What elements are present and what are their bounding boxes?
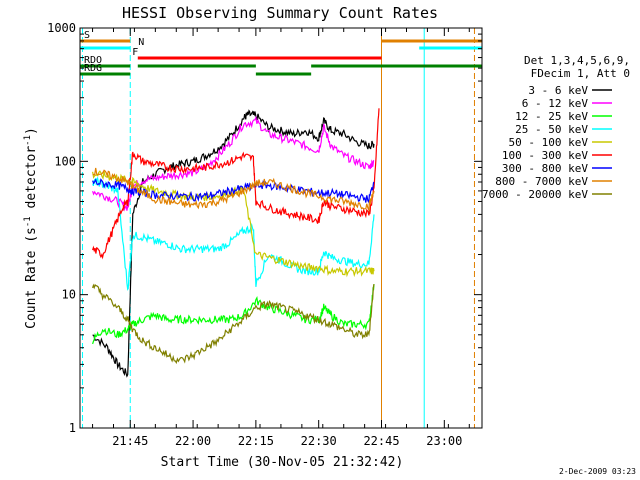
- legend: Det 1,3,4,5,6,9, FDecim 1, Att 0 3 - 6 k…: [482, 54, 630, 201]
- x-axis-label: Start Time (30-Nov-05 21:32:42): [161, 455, 404, 470]
- chart-title: HESSI Observing Summary Count Rates: [122, 4, 438, 22]
- series-line: [92, 283, 375, 365]
- timestamp: 2-Dec-2009 03:23: [559, 467, 636, 476]
- y-axis-label-part1: Count Rate (s: [24, 227, 39, 329]
- y-axis-label: Count Rate (s-1 detector-1): [23, 127, 39, 329]
- x-tick-label: 21:45: [112, 434, 148, 448]
- y-axis-label-part2: detector: [24, 146, 39, 217]
- legend-label: 300 - 800 keV: [502, 162, 588, 175]
- y-axis-label-sup2: -1: [23, 135, 33, 146]
- x-tick-label: 22:00: [175, 434, 211, 448]
- flag-label: N: [138, 37, 144, 48]
- x-tick-label: 23:00: [426, 434, 462, 448]
- y-tick-label: 100: [54, 154, 76, 168]
- legend-label: 800 - 7000 keV: [495, 175, 588, 188]
- flag-label: S: [84, 30, 90, 41]
- y-tick-label: 1: [69, 421, 76, 435]
- series-line: [92, 109, 375, 378]
- legend-label: 50 - 100 keV: [509, 136, 589, 149]
- legend-header-line2: FDecim 1, Att 0: [531, 67, 630, 80]
- x-tick-label: 22:30: [301, 434, 337, 448]
- legend-label: 100 - 300 keV: [502, 149, 588, 162]
- series-line: [92, 108, 380, 260]
- legend-label: 3 - 6 keV: [528, 84, 588, 97]
- y-tick-label: 1000: [47, 21, 76, 35]
- flag-label: F: [132, 47, 138, 58]
- flag-label: RDG: [84, 63, 102, 74]
- y-axis-label-sup1: -1: [23, 216, 33, 227]
- series-line: [92, 284, 375, 345]
- series-line: [92, 115, 375, 212]
- x-tick-label: 22:15: [238, 434, 274, 448]
- legend-label: 7000 - 20000 keV: [482, 188, 588, 201]
- y-tick-label: 10: [62, 288, 76, 302]
- series-line: [92, 167, 375, 213]
- legend-label: 25 - 50 keV: [515, 123, 588, 136]
- flag-label: RDO: [84, 55, 102, 66]
- legend-label: 12 - 25 keV: [515, 110, 588, 123]
- x-tick-label: 22:45: [363, 434, 399, 448]
- y-axis-label-part3: ): [24, 127, 39, 135]
- legend-label: 6 - 12 keV: [522, 97, 589, 110]
- legend-header-line1: Det 1,3,4,5,6,9,: [524, 54, 630, 67]
- series-line: [92, 176, 375, 291]
